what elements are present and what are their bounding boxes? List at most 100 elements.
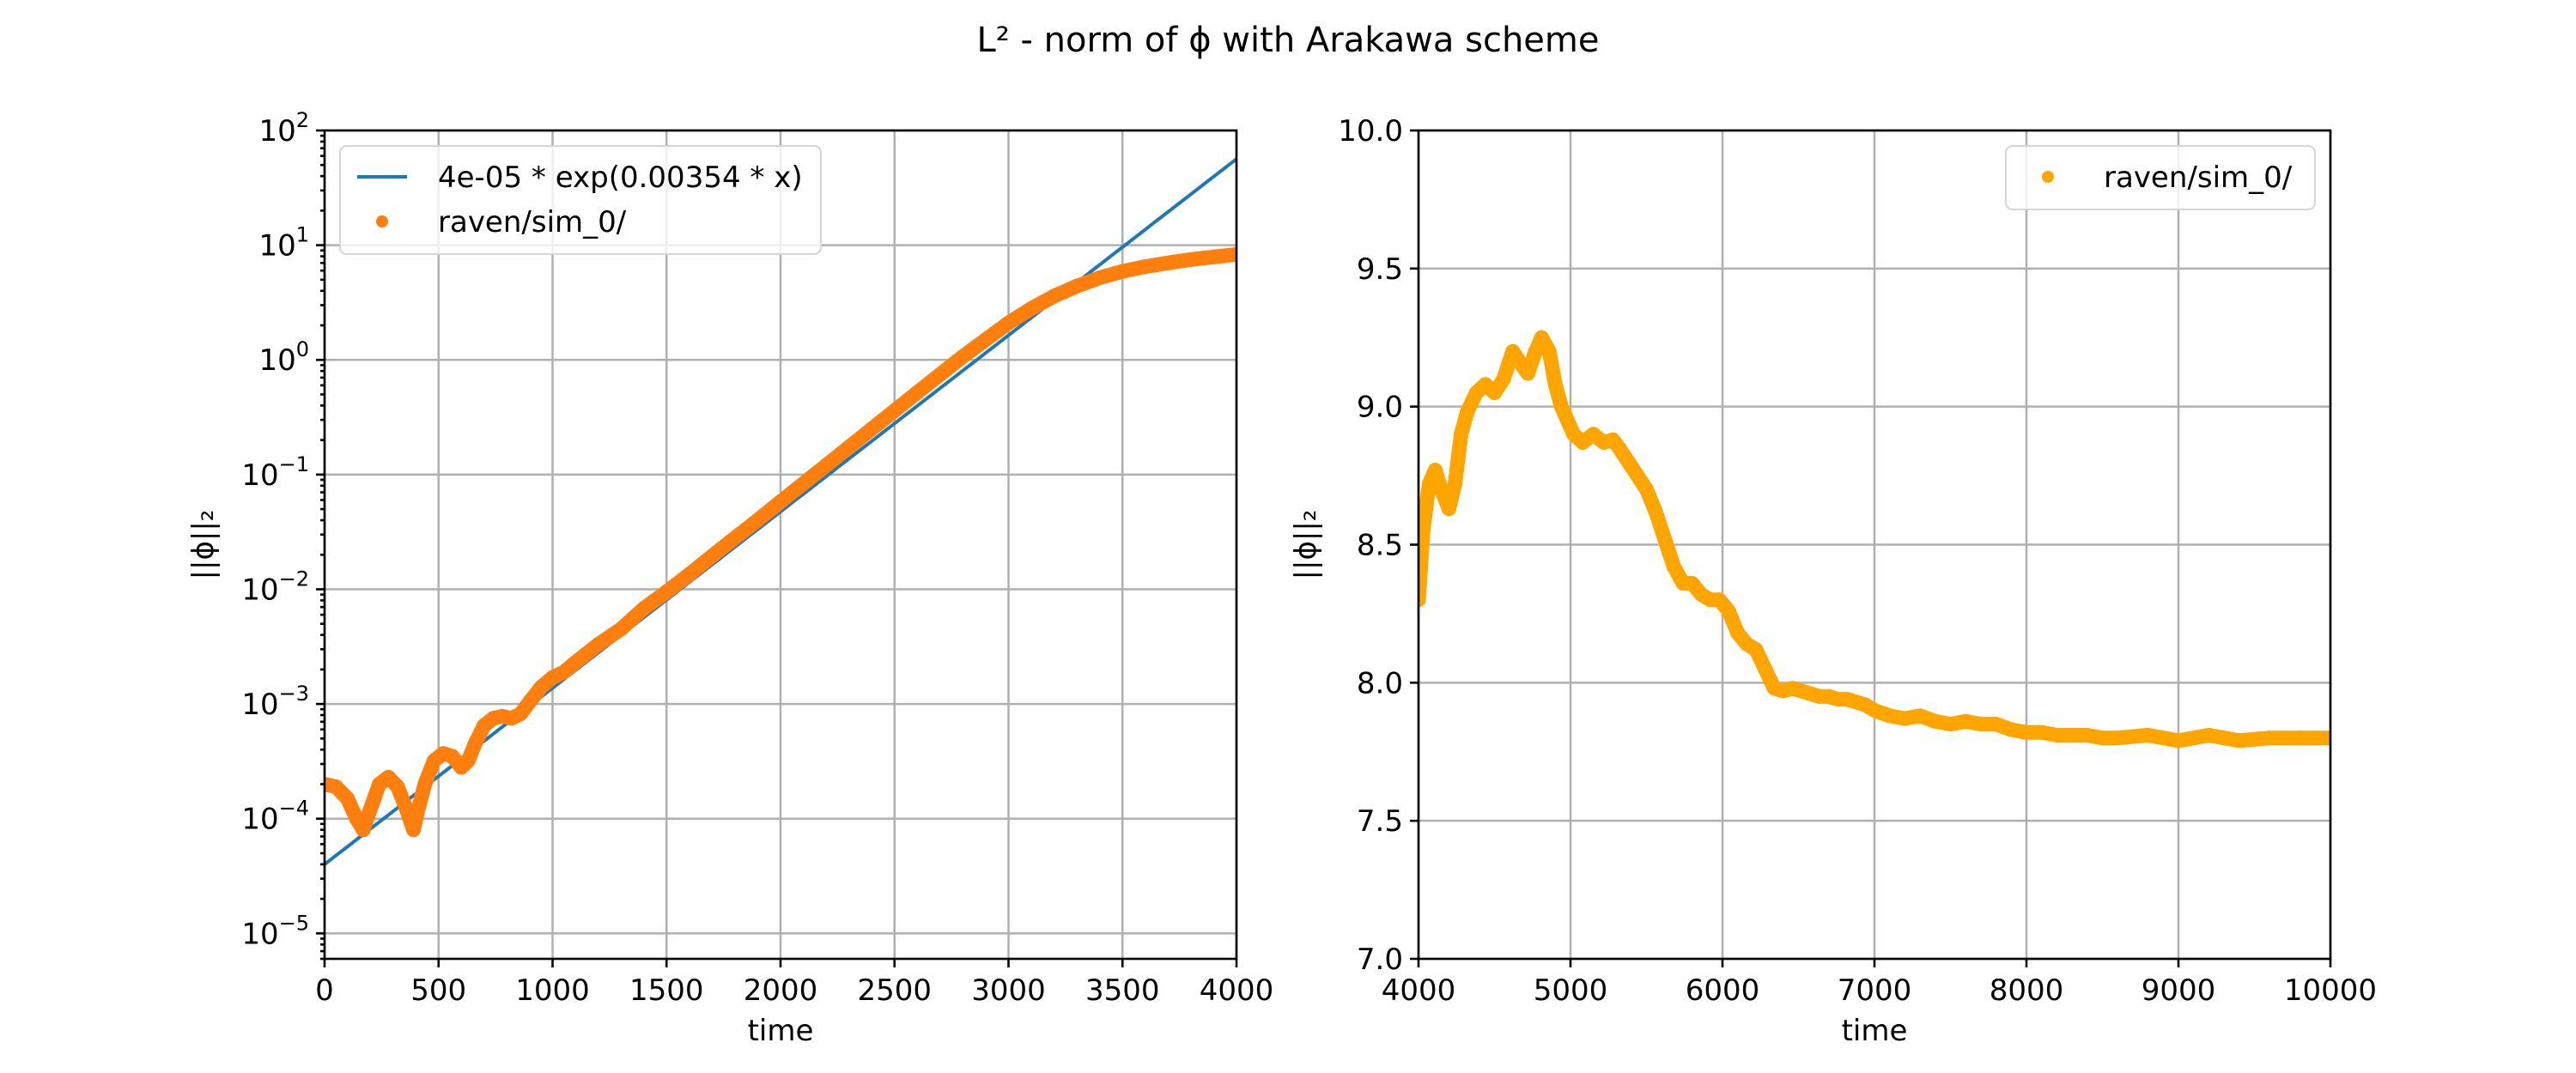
data-point	[533, 680, 549, 695]
data-point	[1496, 372, 1511, 386]
legend-box	[339, 145, 822, 255]
data-point	[1928, 713, 1943, 729]
data-point	[2201, 727, 2216, 743]
data-point	[1047, 288, 1062, 304]
data-point	[1434, 482, 1449, 497]
y-tick-label: 10−1	[241, 452, 309, 493]
data-point	[1575, 434, 1590, 450]
data-point	[1553, 399, 1569, 415]
data-point	[399, 802, 415, 817]
legend-marker-swatch	[2042, 171, 2054, 183]
y-axis-label: ||ϕ||₂	[1289, 510, 1323, 580]
x-tick-label: 3500	[1085, 973, 1160, 1008]
data-point	[1648, 504, 1663, 519]
data-point	[1528, 343, 1543, 359]
data-point	[1505, 343, 1521, 359]
legend-box	[2005, 145, 2316, 210]
data-point	[1115, 264, 1130, 279]
y-tick-label: 9.5	[1357, 252, 1403, 287]
data-point	[636, 601, 652, 616]
plot-area	[325, 157, 1236, 866]
data-point	[2095, 730, 2110, 746]
data-point	[1721, 603, 1736, 619]
data-point	[2034, 724, 2050, 740]
x-tick-label: 9000	[2142, 973, 2216, 1008]
y-tick-label: 7.0	[1357, 943, 1403, 977]
data-point	[2064, 727, 2080, 743]
data-point	[1160, 255, 1176, 270]
x-tick-label: 0	[315, 973, 334, 1008]
tick-exponent: −3	[279, 682, 309, 706]
data-point	[773, 494, 788, 509]
data-point	[1630, 468, 1645, 483]
tick-base: 10	[258, 229, 295, 264]
x-tick-label: 1000	[515, 973, 590, 1008]
data-point	[1541, 343, 1557, 359]
data-point	[1427, 463, 1443, 478]
legend-label: raven/sim_0/	[2104, 161, 2293, 195]
data-point	[727, 530, 743, 546]
data-point	[591, 637, 606, 652]
x-tick-label: 5000	[1534, 973, 1608, 1008]
data-point	[390, 779, 405, 794]
data-point	[1559, 413, 1575, 428]
data-point	[1092, 270, 1108, 286]
data-point	[1419, 523, 1431, 538]
y-tick-label: 8.0	[1357, 666, 1403, 700]
data-point	[467, 736, 483, 751]
y-tick-label: 101	[258, 223, 309, 264]
data-point	[1943, 717, 1958, 732]
data-point	[2110, 730, 2125, 746]
data-point	[1758, 661, 1773, 676]
x-tick-label: 1500	[629, 973, 704, 1008]
data-point	[2019, 724, 2034, 740]
data-point	[545, 670, 560, 685]
plot-area	[1419, 330, 2330, 749]
tick-base: 10	[241, 803, 278, 837]
data-point	[1657, 531, 1673, 547]
data-point	[909, 385, 925, 400]
data-point	[1534, 330, 1549, 345]
data-point	[1748, 642, 1764, 658]
data-point	[1639, 482, 1654, 497]
data-point	[1138, 259, 1153, 275]
x-tick-label: 2500	[857, 973, 932, 1008]
data-point	[1586, 427, 1601, 442]
data-point	[1882, 708, 1898, 724]
data-point	[659, 584, 674, 599]
data-point	[1620, 454, 1636, 470]
data-point	[1685, 576, 1700, 591]
data-point	[1711, 592, 1727, 608]
y-tick-label: 100	[258, 337, 309, 378]
data-point	[1421, 476, 1437, 492]
data-point	[340, 791, 355, 806]
data-point	[1454, 427, 1469, 442]
x-tick-label: 4000	[1382, 973, 1456, 1008]
data-point	[1867, 703, 1882, 718]
data-point	[1441, 501, 1456, 517]
x-tick-label: 4000	[1200, 973, 1274, 1008]
data-point	[410, 802, 426, 817]
data-point	[1973, 717, 1989, 732]
y-tick-label: 8.5	[1357, 529, 1403, 563]
data-point	[2323, 730, 2330, 746]
data-point	[355, 822, 371, 838]
legend-label: 4e-05 * exp(0.00354 * x)	[438, 161, 803, 195]
y-axis-label: ||ϕ||₂	[186, 510, 221, 580]
tick-exponent: 2	[296, 108, 309, 132]
data-point	[704, 549, 720, 564]
tick-base: 10	[241, 917, 278, 951]
data-point	[1897, 711, 1912, 726]
tick-base: 10	[241, 573, 278, 607]
x-tick-label: 10000	[2284, 973, 2377, 1008]
data-point	[1183, 252, 1199, 267]
data-point	[522, 694, 538, 709]
data-point	[1912, 708, 1928, 724]
y-tick-label: 10−3	[241, 682, 309, 722]
data-point	[1666, 559, 1681, 574]
data-point	[1069, 278, 1084, 294]
legend-marker-swatch	[376, 215, 388, 227]
data-point	[328, 779, 343, 794]
x-tick-label: 2000	[744, 973, 818, 1008]
data-point	[1989, 717, 2004, 732]
